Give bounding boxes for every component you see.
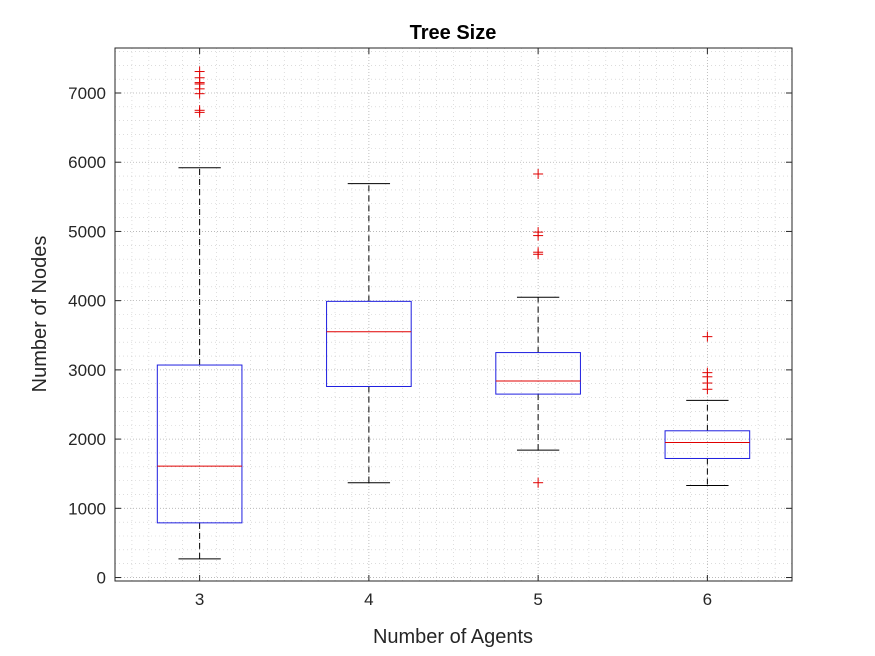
y-axis-label: Number of Nodes xyxy=(29,236,51,393)
x-axis-label: Number of Agents xyxy=(373,626,533,648)
minor-gridlines xyxy=(114,48,793,581)
outlier-marker xyxy=(194,105,205,116)
outlier-marker xyxy=(194,66,205,77)
x-tick-label: 4 xyxy=(364,590,373,609)
outlier-marker xyxy=(533,168,544,179)
y-tick-label: 4000 xyxy=(68,292,106,311)
outlier-marker xyxy=(533,247,544,258)
x-tick-label: 3 xyxy=(195,590,204,609)
major-gridlines xyxy=(115,48,792,581)
outlier-marker xyxy=(702,367,713,378)
plot-frame xyxy=(114,47,793,582)
y-tick-label: 3000 xyxy=(68,361,106,380)
y-tick-label: 1000 xyxy=(68,499,106,518)
axis-tick-labels: 0 1000 2000 3000 4000 5000 6000 7000 3 4 5 6 xyxy=(68,84,712,609)
outlier-series xyxy=(194,66,713,488)
box-iqr xyxy=(495,352,581,395)
x-tick-label: 5 xyxy=(533,590,542,609)
box-iqr xyxy=(664,430,751,459)
box-iqr xyxy=(326,300,412,387)
chart-title: Tree Size xyxy=(410,22,497,44)
y-tick-label: 0 xyxy=(97,569,106,588)
box-series xyxy=(156,167,751,560)
y-tick-label: 2000 xyxy=(68,430,106,449)
y-tick-label: 6000 xyxy=(68,153,106,172)
plot-area-background xyxy=(115,48,792,581)
outlier-marker xyxy=(702,331,713,342)
outlier-marker xyxy=(533,477,544,488)
axis-ticks xyxy=(115,48,792,581)
y-tick-label: 7000 xyxy=(68,84,106,103)
y-tick-label: 5000 xyxy=(68,222,106,241)
box-iqr xyxy=(156,364,243,524)
x-tick-label: 6 xyxy=(703,590,712,609)
outlier-marker xyxy=(533,227,544,238)
